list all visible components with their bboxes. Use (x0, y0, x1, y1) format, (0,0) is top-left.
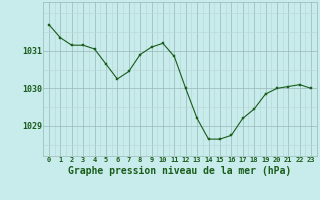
X-axis label: Graphe pression niveau de la mer (hPa): Graphe pression niveau de la mer (hPa) (68, 166, 292, 176)
